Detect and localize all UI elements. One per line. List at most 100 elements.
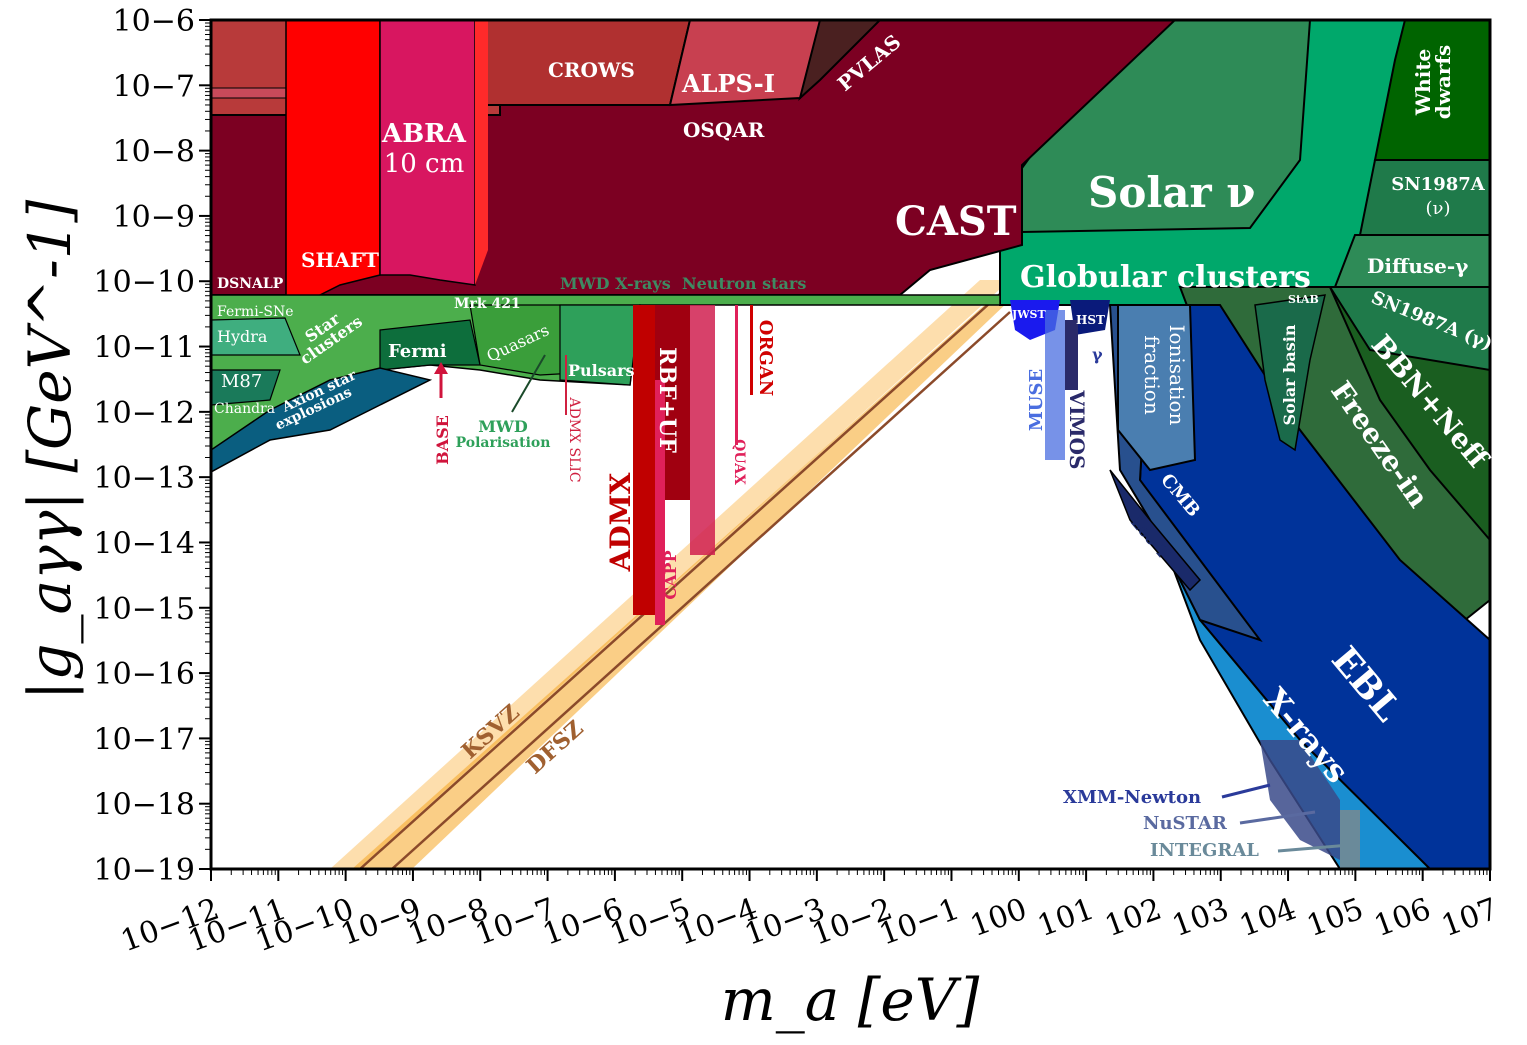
label-hst: HST: [1076, 313, 1105, 327]
label-diffuse-gamma: Diffuse-γ: [1367, 254, 1469, 278]
label-solar-basin: Solar basin: [1280, 324, 1299, 425]
label-pulsars: Pulsars: [568, 361, 635, 380]
label-organ: ORGAN: [755, 320, 776, 396]
hst-region: [1070, 300, 1110, 335]
label-mwd-pol-1: MWD: [478, 417, 528, 436]
quax-line: [735, 305, 738, 445]
y-tick-labels: 10−6 10−7 10−8 10−9 10−10 10−11 10−12 10−13 10−1…: [94, 4, 195, 888]
label-ionisation-1: Ionisation: [1165, 325, 1189, 426]
solar-basin-region: [1254, 294, 1326, 452]
label-shaft: SHAFT: [301, 248, 379, 272]
qcd-axion-band: [330, 280, 1010, 869]
integral-region: [1340, 810, 1360, 869]
y-tick-label: 10−13: [94, 461, 195, 496]
label-white-dwarfs-1: White: [1411, 49, 1435, 117]
leo-t-region: [1109, 469, 1202, 592]
y-tick-label: 10−19: [94, 853, 195, 888]
label-fermi: Fermi: [388, 341, 447, 362]
label-globular: Globular clusters: [1020, 260, 1311, 295]
base-arrow-head: [434, 362, 448, 374]
ionisation-region: [1117, 304, 1197, 472]
fermi-region: [379, 319, 481, 371]
label-cast: CAST: [895, 198, 1017, 245]
y-tick-label: 10−17: [94, 722, 195, 757]
pulsars-region: [559, 304, 641, 386]
label-neutron-stars: Neutron stars: [682, 274, 806, 293]
hydra-region: [211, 317, 301, 356]
exclusion-regions: [211, 20, 1490, 869]
label-white-dwarfs-2: dwarfs: [1431, 45, 1455, 120]
ksvz-line: [359, 284, 1011, 869]
label-crows: CROWS: [548, 58, 635, 82]
y-tick-label: 10−10: [94, 265, 195, 300]
x-tick-label: 106: [1370, 892, 1436, 944]
sn1987a-nu-region: [1358, 159, 1490, 236]
label-stab: StAB: [1288, 293, 1319, 306]
y-tick-label: 10−15: [94, 592, 195, 627]
label-hydra: Hydra: [217, 327, 268, 346]
label-gamma-small: γ: [1092, 345, 1103, 364]
label-nustar: NuSTAR: [1143, 813, 1228, 834]
label-solar-nu: Solar ν: [1088, 168, 1255, 217]
y-tick-label: 10−9: [113, 200, 195, 235]
y-tick-label: 10−12: [94, 396, 195, 431]
label-alps: ALPS-I: [681, 69, 775, 98]
telescope-xray-region: [1260, 740, 1340, 860]
x-tick-label: 107: [1437, 892, 1503, 944]
label-vimos: VIMOS: [1065, 390, 1089, 470]
axion-star-region: [211, 367, 433, 473]
dfsz-line: [391, 311, 1011, 869]
x-axis-label: m_a [eV]: [721, 966, 980, 1034]
sn1987a-gamma-region: [1328, 286, 1490, 372]
label-capp: CAPP: [661, 550, 680, 599]
label-ionisation-2: fraction: [1140, 335, 1164, 415]
axis-ticks: [199, 19, 1491, 881]
diffuse-gamma-region: [1333, 234, 1490, 288]
label-admx-slic: ADMX SLIC: [566, 396, 582, 482]
y-tick-label: 10−8: [113, 135, 195, 170]
x-tick-label: 104: [1235, 892, 1301, 944]
admx-slic-line: [565, 355, 567, 415]
abra-edge: [475, 20, 488, 285]
mwd-pointer: [511, 354, 546, 413]
x-tick-label: 105: [1302, 892, 1368, 944]
label-fermi-sne: Fermi-SNe: [217, 304, 294, 320]
label-integral: INTEGRAL: [1150, 840, 1259, 861]
label-abra-2: 10 cm: [384, 149, 465, 179]
xrays-region: [1139, 479, 1432, 869]
haloscope-thin-lines: [690, 305, 715, 555]
muse-region: [1045, 310, 1065, 460]
label-xmm: XMM-Newton: [1063, 787, 1201, 808]
m87-region: [211, 369, 281, 406]
nustar-pointer: [1239, 810, 1316, 825]
label-mwd-pol-2: Polarisation: [456, 435, 551, 451]
label-mrk421: Mrk 421: [454, 296, 521, 312]
vimos-region: [1065, 320, 1078, 390]
x-tick-label: 101: [1033, 892, 1099, 944]
label-rbf-uf: RBF+UF: [654, 347, 680, 453]
y-tick-label: 10−6: [113, 4, 195, 39]
x-tick-label: 100: [966, 892, 1032, 944]
label-mwd-xrays: MWD X-rays: [560, 274, 671, 293]
pvlas-region: [798, 20, 882, 101]
abra-region: [379, 20, 476, 286]
label-muse: MUSE: [1026, 369, 1047, 431]
label-dsnalp: DSNALP: [217, 276, 284, 292]
label-chandra: Chandra: [214, 401, 275, 417]
y-axis-label: |g_aγγ| [GeV^-1]: [16, 199, 84, 700]
label-base: BASE: [433, 415, 452, 465]
x-tick-labels: 10−1210−1110−1010−910−810−710−610−510−41…: [116, 892, 1502, 960]
label-osqar: OSQAR: [683, 118, 765, 142]
label-quax: QUAX: [731, 439, 747, 485]
label-sn1987a-nu-2: (ν): [1426, 198, 1451, 219]
admx-region: [633, 305, 655, 615]
y-tick-label: 10−11: [94, 331, 195, 366]
y-tick-label: 10−14: [94, 526, 195, 561]
plot-frame: [209, 18, 1492, 871]
y-tick-label: 10−16: [94, 657, 195, 692]
label-admx: ADMX: [604, 472, 637, 572]
x-tick-label: 102: [1100, 892, 1166, 944]
integral-pointer: [1277, 843, 1351, 853]
capp-region: [655, 380, 665, 625]
